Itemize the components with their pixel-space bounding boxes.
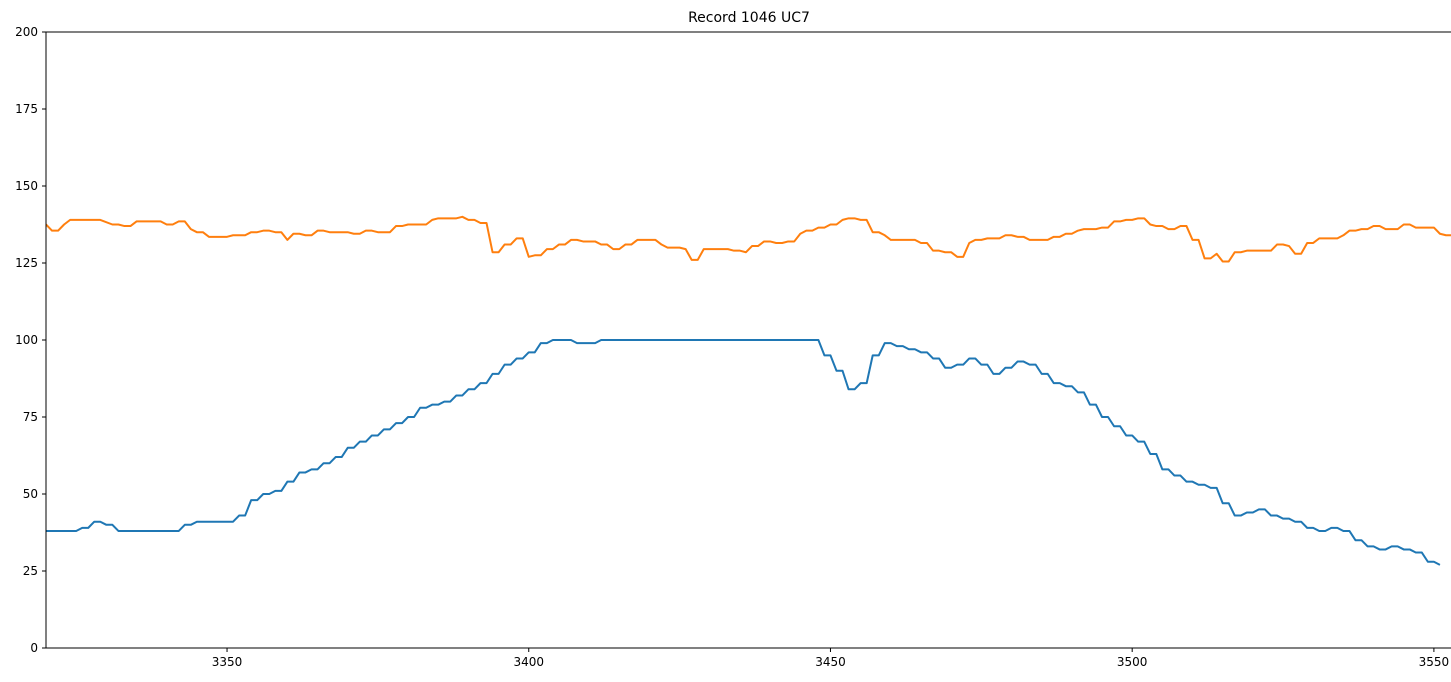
y-tick-label: 150 <box>15 179 38 193</box>
y-tick-label: 125 <box>15 256 38 270</box>
series-line-2 <box>46 215 1451 263</box>
x-tick-label: 3350 <box>212 655 243 669</box>
y-tick-label: 75 <box>23 410 38 424</box>
x-tick-label: 3450 <box>815 655 846 669</box>
x-tick-label: 3500 <box>1117 655 1148 669</box>
y-tick-label: 25 <box>23 564 38 578</box>
y-tick-label: 50 <box>23 487 38 501</box>
y-axis: 0 25 50 75 100 125 150 175 200 <box>15 25 46 655</box>
series-line-1 <box>46 339 1441 566</box>
x-tick-label: 3400 <box>513 655 544 669</box>
x-tick-label: 3550 <box>1419 655 1450 669</box>
y-tick-label: 100 <box>15 333 38 347</box>
x-axis: 3350 3400 3450 3500 3550 <box>212 648 1449 669</box>
series-lines <box>46 215 1451 566</box>
y-tick-label: 200 <box>15 25 38 39</box>
y-tick-label: 175 <box>15 102 38 116</box>
chart-title: Record 1046 UC7 <box>688 10 810 26</box>
y-tick-label: 0 <box>30 641 38 655</box>
plot-frame <box>45 31 1451 649</box>
